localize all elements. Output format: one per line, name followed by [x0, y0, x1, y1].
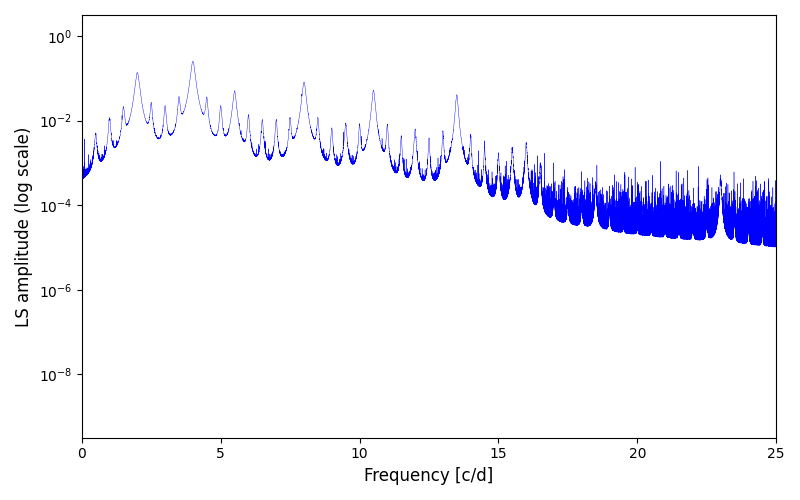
- X-axis label: Frequency [c/d]: Frequency [c/d]: [364, 467, 494, 485]
- Y-axis label: LS amplitude (log scale): LS amplitude (log scale): [15, 126, 33, 326]
